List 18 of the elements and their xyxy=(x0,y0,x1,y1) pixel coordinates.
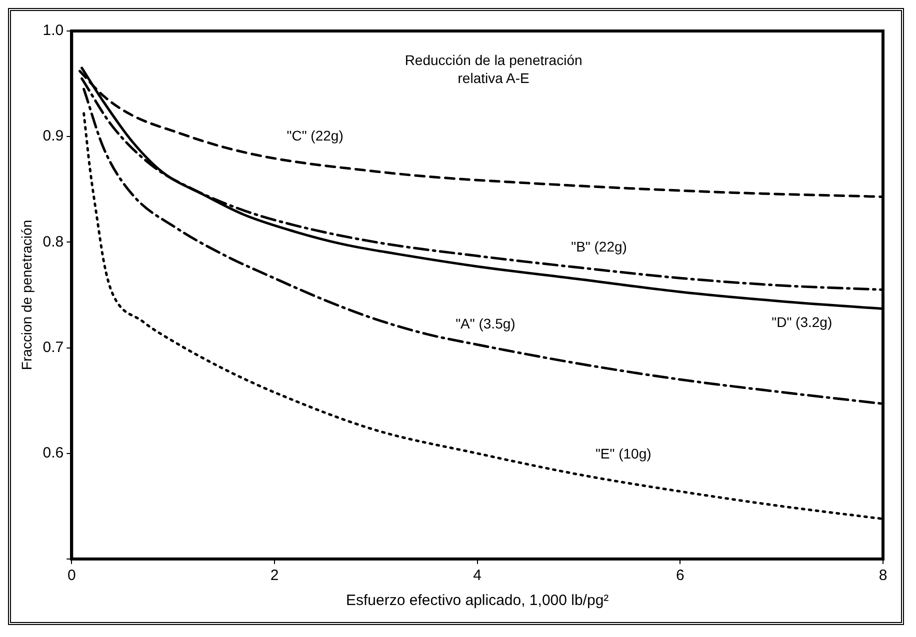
x-tick-label: 4 xyxy=(473,567,482,584)
x-tick-label: 2 xyxy=(270,567,279,584)
x-axis-title: Esfuerzo efectivo aplicado, 1,000 lb/pg² xyxy=(346,592,609,610)
y-tick-label: 0.9 xyxy=(42,128,64,145)
x-tick-label: 6 xyxy=(676,567,684,584)
y-axis-title: Fraccion de penetración xyxy=(18,220,34,370)
text: Reducción de la penetración relativa A-E xyxy=(404,52,582,86)
x-tick-label: 0 xyxy=(67,567,76,584)
series-label: "E" (10g) xyxy=(595,445,652,462)
series-label: "B" (22g) xyxy=(571,238,627,254)
y-tick-label: 0.6 xyxy=(42,444,64,462)
y-tick-label: 0.8 xyxy=(42,233,64,250)
y-tick-label: 1.0 xyxy=(42,22,64,40)
series-label: "C" (22g) xyxy=(286,128,344,144)
y-tick-label: 0.7 xyxy=(42,338,64,356)
series-label: "A" (3.5g) xyxy=(456,315,516,332)
x-tick-label: 8 xyxy=(878,567,888,584)
series-label: "D" (3.2g) xyxy=(772,314,832,330)
